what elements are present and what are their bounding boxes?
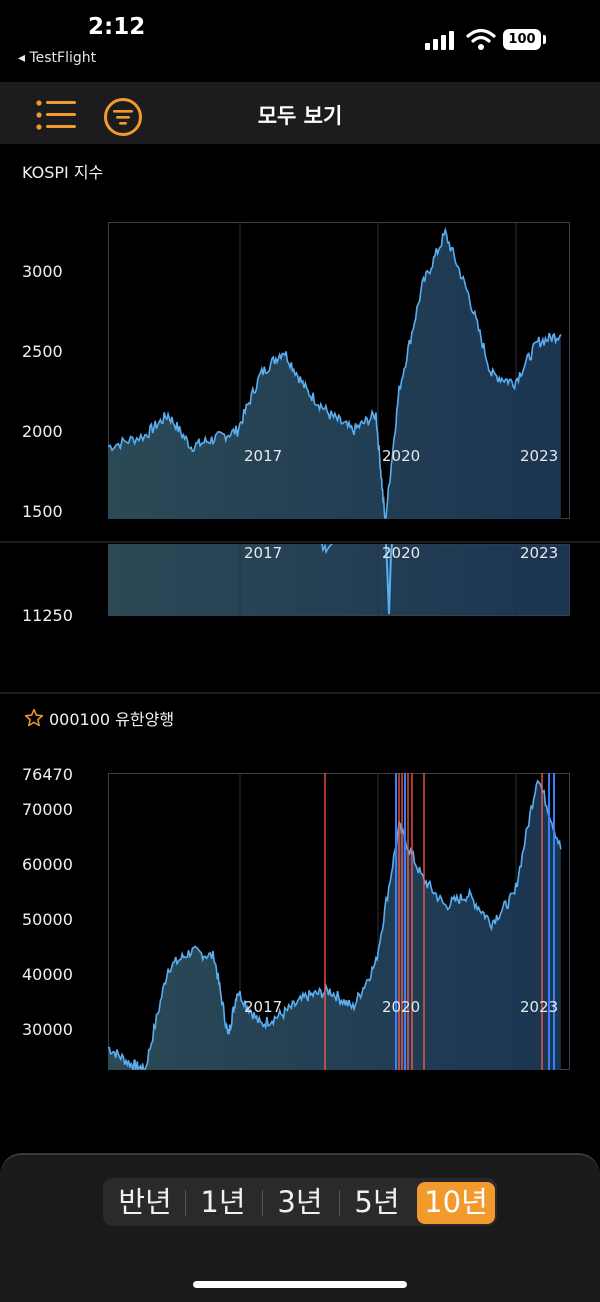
x-tick-label: 2017 bbox=[244, 447, 282, 465]
x-tick-label: 2020 bbox=[382, 998, 420, 1016]
x-tick-label: 2023 bbox=[520, 447, 558, 465]
segment-separator bbox=[185, 1190, 186, 1216]
list-menu-icon[interactable] bbox=[34, 98, 78, 134]
secondary-chart[interactable]: 2017 2020 2023 bbox=[108, 544, 570, 616]
kospi-title: KOSPI 지수 bbox=[22, 163, 104, 182]
back-to-testflight-link[interactable]: ◂ TestFlight bbox=[18, 50, 97, 66]
period-option-1y[interactable]: 1년 bbox=[200, 1185, 246, 1219]
y-tick-label: 30000 bbox=[22, 1020, 73, 1039]
x-tick-label: 2023 bbox=[520, 544, 558, 562]
battery-icon: 100 bbox=[503, 29, 541, 50]
star-icon[interactable] bbox=[24, 708, 44, 728]
y-tick-label: 3000 bbox=[22, 262, 63, 281]
x-tick-label: 2023 bbox=[520, 998, 558, 1016]
stock-area bbox=[108, 780, 561, 1070]
kospi-line bbox=[108, 226, 562, 519]
status-time: 2:12 bbox=[88, 14, 146, 40]
x-tick-label: 2017 bbox=[244, 998, 282, 1016]
segment-separator bbox=[339, 1190, 340, 1216]
series-line bbox=[385, 544, 393, 615]
y-tick-label: 50000 bbox=[22, 910, 73, 929]
plot-frame bbox=[108, 544, 570, 616]
segment-separator bbox=[262, 1190, 263, 1216]
stock-chart[interactable]: 2017 2020 2023 bbox=[108, 773, 570, 1070]
x-tick-label: 2020 bbox=[382, 447, 420, 465]
navigation-bar bbox=[0, 82, 600, 144]
section-divider bbox=[0, 692, 600, 694]
filter-icon[interactable] bbox=[103, 97, 143, 137]
y-tick-label: 60000 bbox=[22, 855, 73, 874]
kospi-area bbox=[108, 229, 561, 519]
bottom-toolbar bbox=[0, 1153, 600, 1302]
period-option-3y[interactable]: 3년 bbox=[277, 1185, 323, 1219]
x-tick-label: 2017 bbox=[244, 544, 282, 562]
y-tick-label: 70000 bbox=[22, 800, 73, 819]
section-divider bbox=[0, 541, 600, 543]
y-tick-label: 76470 bbox=[22, 765, 73, 784]
y-tick-label: 1500 bbox=[22, 502, 63, 521]
period-option-6m[interactable]: 반년 bbox=[118, 1185, 172, 1219]
y-tick-label: 11250 bbox=[22, 606, 73, 625]
kospi-chart[interactable]: 2017 2020 2023 bbox=[108, 222, 570, 519]
y-tick-label: 40000 bbox=[22, 965, 73, 984]
stock-title: 000100 유한양행 bbox=[49, 710, 175, 729]
series-line bbox=[321, 544, 333, 555]
event-markers bbox=[324, 773, 555, 1070]
y-tick-label: 2000 bbox=[22, 422, 63, 441]
cellular-signal-icon bbox=[425, 30, 457, 50]
page-title: 모두 보기 bbox=[257, 104, 343, 128]
y-tick-label: 2500 bbox=[22, 342, 63, 361]
period-option-10y[interactable]: 10년 bbox=[417, 1182, 495, 1224]
wifi-icon bbox=[466, 28, 496, 50]
home-indicator bbox=[193, 1281, 407, 1288]
battery-tip bbox=[543, 35, 546, 44]
stock-line bbox=[108, 779, 562, 1070]
x-tick-label: 2020 bbox=[382, 544, 420, 562]
period-option-5y[interactable]: 5년 bbox=[354, 1185, 400, 1219]
